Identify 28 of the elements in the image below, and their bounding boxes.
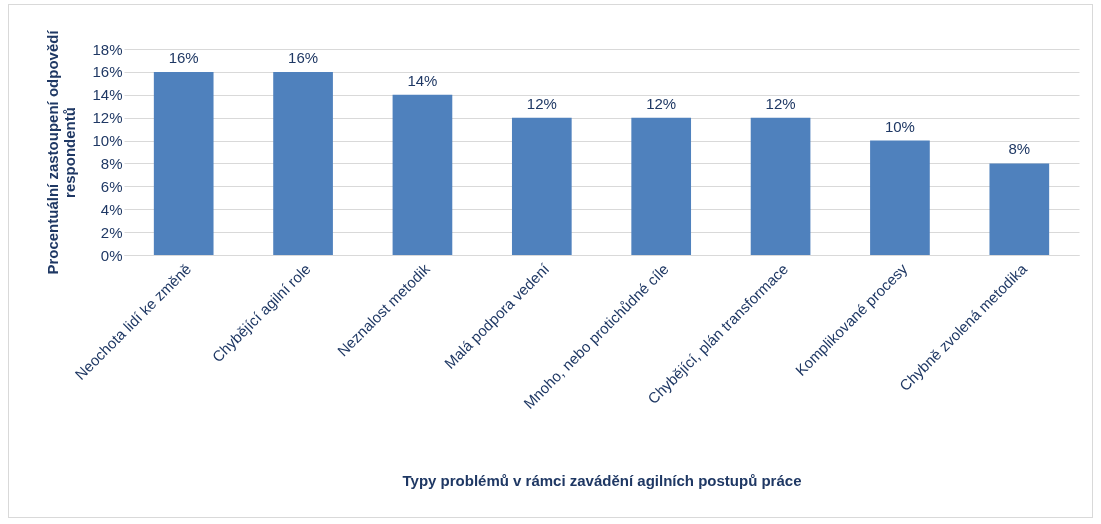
y-tick-label: 0% bbox=[100, 246, 123, 264]
bar bbox=[153, 71, 214, 255]
y-axis-title: Procentuální zastoupení odpovědí respondentů bbox=[44, 29, 79, 275]
data-label: 12% bbox=[765, 94, 796, 112]
y-tick-label: 6% bbox=[100, 177, 123, 195]
bar bbox=[392, 94, 453, 255]
bar bbox=[750, 117, 811, 255]
data-label: 12% bbox=[646, 94, 677, 112]
bar bbox=[511, 117, 572, 255]
data-label: 16% bbox=[288, 48, 319, 66]
bar bbox=[870, 140, 930, 255]
data-label: 12% bbox=[526, 94, 557, 112]
y-tick-label: 12% bbox=[92, 109, 123, 127]
data-label: 14% bbox=[407, 71, 438, 89]
x-axis-title: Typy problémů v rámci zavádění agilních postupů práce bbox=[402, 471, 802, 489]
y-tick-label: 16% bbox=[92, 63, 123, 81]
bar bbox=[631, 117, 692, 255]
data-label: 8% bbox=[1008, 140, 1031, 158]
y-tick-label: 2% bbox=[100, 223, 123, 241]
y-tick-label: 18% bbox=[92, 40, 123, 58]
y-tick-label: 14% bbox=[92, 86, 123, 104]
bar bbox=[989, 163, 1050, 255]
data-label: 10% bbox=[884, 117, 915, 135]
y-tick-label: 8% bbox=[100, 154, 123, 172]
bar bbox=[273, 71, 333, 255]
y-tick-label: 4% bbox=[100, 200, 123, 218]
y-tick-label: 10% bbox=[92, 132, 123, 150]
data-label: 16% bbox=[168, 48, 199, 66]
